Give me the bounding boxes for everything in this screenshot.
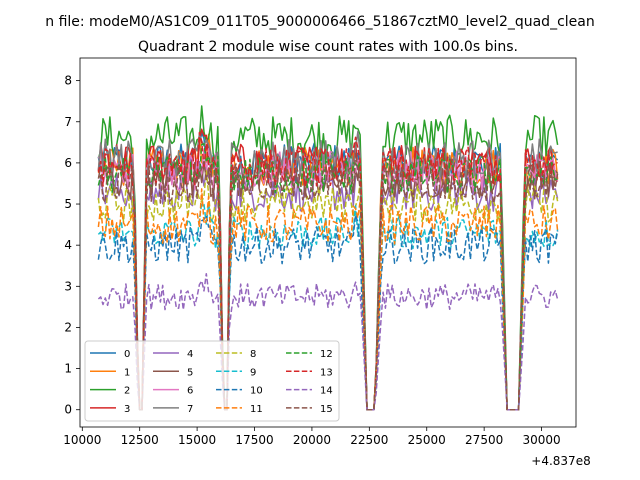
series-line-6 <box>97 148 559 411</box>
x-tick-label: 10000 <box>63 433 101 447</box>
y-tick-label: 1 <box>64 362 72 376</box>
legend-label-4: 4 <box>187 349 193 360</box>
legend-label-7: 7 <box>187 404 193 415</box>
y-tick-label: 0 <box>64 403 72 417</box>
legend-label-6: 6 <box>187 386 193 397</box>
legend-label-2: 2 <box>124 386 130 397</box>
series-line-10 <box>97 214 559 411</box>
y-tick-label: 4 <box>64 238 72 252</box>
series-lines <box>97 105 559 411</box>
plot-frame <box>79 57 577 428</box>
legend-label-8: 8 <box>250 349 256 360</box>
y-tick-label: 6 <box>64 156 72 170</box>
y-tick-label: 8 <box>64 74 72 88</box>
y-axis: 0 1 2 3 4 5 6 7 8 <box>64 74 80 417</box>
legend-label-1: 1 <box>124 367 130 378</box>
y-tick-label: 7 <box>64 115 72 129</box>
series-line-4 <box>97 161 559 411</box>
x-tick-label: 22500 <box>350 433 388 447</box>
series-line-15 <box>98 152 559 411</box>
legend-label-9: 9 <box>250 367 256 378</box>
series-line-14 <box>97 272 559 411</box>
series-line-13 <box>97 131 558 411</box>
x-tick-label: 20000 <box>293 433 331 447</box>
legend-label-14: 14 <box>320 386 333 397</box>
series-line-11 <box>97 188 559 411</box>
legend-label-10: 10 <box>250 386 263 397</box>
x-tick-label: 17500 <box>235 433 273 447</box>
legend-label-13: 13 <box>320 367 333 378</box>
x-tick-label: 12500 <box>121 433 159 447</box>
series-line-2 <box>97 105 559 411</box>
x-tick-label: 25000 <box>408 433 446 447</box>
x-axis: 10000 12500 15000 17500 20000 22500 25000 27500… <box>63 427 561 447</box>
x-tick-label: 27500 <box>465 433 503 447</box>
chart-title: Quadrant 2 module wise count rates with … <box>138 39 518 55</box>
x-tick-label: 30000 <box>522 433 560 447</box>
legend-label-11: 11 <box>250 404 263 415</box>
legend-label-0: 0 <box>124 349 130 360</box>
x-tick-label: 15000 <box>178 433 216 447</box>
x-offset-label: +4.837e8 <box>531 454 590 468</box>
y-tick-label: 5 <box>64 197 72 211</box>
y-tick-label: 2 <box>64 320 72 334</box>
series-line-12 <box>97 143 558 411</box>
legend-box <box>84 340 340 422</box>
legend-label-15: 15 <box>320 404 333 415</box>
legend-label-12: 12 <box>320 349 333 360</box>
y-tick-label: 3 <box>64 279 72 293</box>
legend-label-5: 5 <box>187 367 193 378</box>
series-line-8 <box>97 170 559 411</box>
legend-label-3: 3 <box>124 404 130 415</box>
file-suptitle: n file: modeM0/AS1C09_011T05_9000006466_… <box>45 14 594 30</box>
